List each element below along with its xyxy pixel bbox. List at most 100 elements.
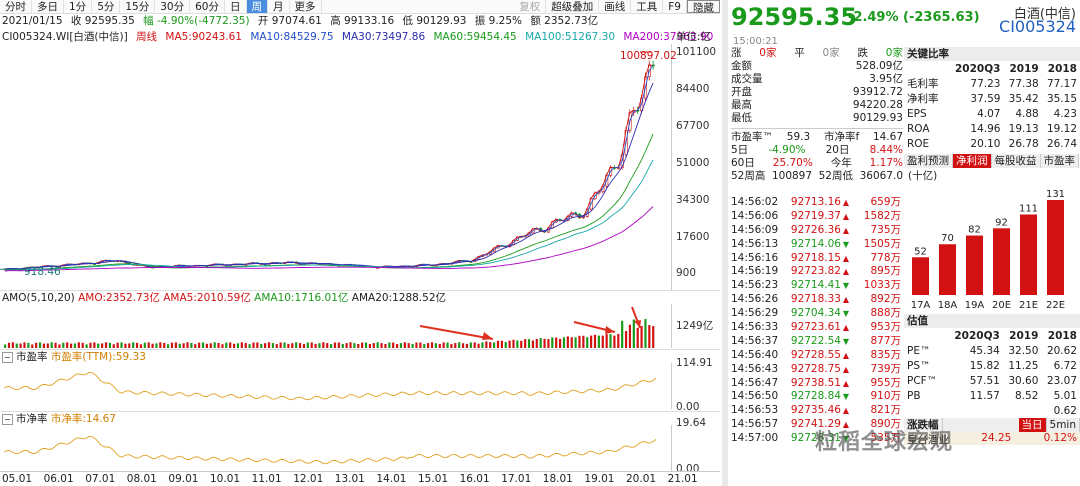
volume-bar bbox=[23, 342, 26, 348]
info-amount: 额 2352.73亿 bbox=[530, 15, 599, 27]
amo-volume-chart[interactable] bbox=[0, 304, 672, 348]
stat-value: 100897 bbox=[771, 169, 813, 182]
price-change: -2.49% (-2365.63) bbox=[848, 10, 980, 25]
tab-5min[interactable]: 5分 bbox=[92, 0, 121, 13]
volume-bar bbox=[582, 335, 585, 348]
tab-5min-board[interactable]: 5min bbox=[1046, 418, 1080, 432]
volume-bar bbox=[283, 342, 286, 348]
volume-bar bbox=[50, 342, 53, 348]
tick-volume: 895万 bbox=[870, 265, 901, 278]
splitter[interactable] bbox=[722, 0, 728, 486]
super-overlay-button[interactable]: 超级叠加 bbox=[546, 0, 600, 13]
tick-volume: 739万 bbox=[870, 362, 901, 375]
volume-bar bbox=[376, 342, 379, 348]
volume-bar bbox=[58, 344, 61, 348]
volume-bar bbox=[411, 343, 414, 348]
volume-bar bbox=[430, 342, 434, 348]
volume-bar bbox=[4, 344, 7, 348]
tick-time: 14:56:50 bbox=[731, 390, 779, 403]
hide-button[interactable]: 隐藏 bbox=[687, 0, 720, 14]
tab-week[interactable]: 周 bbox=[246, 0, 268, 13]
collapse-icon[interactable]: − bbox=[2, 352, 13, 363]
period-tabbar: 分时 多日 1分 5分 15分 30分 60分 日 周 月 更多 复权 超级叠加… bbox=[0, 0, 720, 14]
tab-1min[interactable]: 1分 bbox=[64, 0, 93, 13]
tab-intraday[interactable]: 分时 bbox=[0, 0, 32, 13]
tab-pe[interactable]: 市盈率 bbox=[1040, 154, 1079, 168]
collapse-icon[interactable]: − bbox=[2, 414, 13, 425]
flat-count: 0家 bbox=[822, 47, 840, 59]
restore-right-button[interactable]: 复权 bbox=[514, 0, 547, 13]
pb-chart[interactable] bbox=[0, 425, 672, 471]
profit-value-label: 70 bbox=[941, 233, 954, 244]
volume-bar bbox=[209, 343, 212, 348]
tab-profit-forecast[interactable]: 盈利预测 bbox=[904, 154, 953, 168]
stat-label: 最低 bbox=[731, 112, 752, 125]
ma5-label: MA5:90243.61 bbox=[165, 31, 242, 43]
profit-category-label: 19A bbox=[965, 300, 985, 311]
draw-line-button[interactable]: 画线 bbox=[599, 0, 632, 13]
tick-volume: 1505万 bbox=[863, 237, 901, 250]
table-cell: 19.12 bbox=[1046, 122, 1077, 135]
volume-bar bbox=[139, 344, 143, 348]
tab-30min[interactable]: 30分 bbox=[155, 0, 191, 13]
table-cell: 5.01 bbox=[1053, 389, 1077, 402]
arrow-up-icon: ▲ bbox=[842, 378, 850, 388]
volume-bar bbox=[624, 331, 628, 348]
tab-today[interactable]: 当日 bbox=[1018, 418, 1047, 432]
board-row[interactable]: 皇台酒业 24.25 0.12% bbox=[904, 432, 1080, 446]
tab-multiday[interactable]: 多日 bbox=[32, 0, 64, 13]
volume-bar bbox=[558, 338, 562, 348]
volume-bar bbox=[124, 343, 127, 348]
profit-value-label: 82 bbox=[968, 225, 981, 236]
tab-month[interactable]: 月 bbox=[268, 0, 290, 13]
table-cell: PCF™ bbox=[907, 374, 938, 387]
volume-bar bbox=[322, 342, 325, 348]
volume-bar bbox=[504, 342, 507, 348]
f9-button[interactable]: F9 bbox=[663, 0, 687, 13]
tick-time: 14:56:06 bbox=[731, 209, 779, 222]
volume-bar bbox=[617, 333, 620, 348]
volume-bar bbox=[295, 342, 298, 348]
tick-volume: 659万 bbox=[870, 196, 901, 208]
table-cell: 0.62 bbox=[1053, 404, 1077, 417]
volume-bar bbox=[170, 342, 174, 348]
volume-bar bbox=[368, 343, 372, 348]
volume-bar bbox=[260, 343, 263, 348]
table-row: PCF™ 57.51 30.60 23.07 bbox=[904, 373, 1080, 388]
volume-bar bbox=[291, 343, 294, 348]
arrow-up-icon: ▲ bbox=[842, 406, 850, 416]
volume-bar bbox=[450, 344, 453, 348]
table-cell: 19.13 bbox=[1008, 122, 1039, 135]
info-open: 开 97074.61 bbox=[257, 15, 322, 27]
volume-bar bbox=[566, 336, 569, 348]
volume-bar bbox=[636, 327, 639, 348]
tab-net-profit[interactable]: 净利润 bbox=[953, 154, 992, 168]
tick-row: 14:56:02 92713.16 ▲ 659万 bbox=[731, 196, 903, 210]
volume-bar bbox=[287, 343, 290, 348]
volume-bar bbox=[454, 343, 457, 348]
board-stock-name: 皇台酒业 bbox=[907, 434, 949, 446]
arrow-down-icon: ▼ bbox=[842, 434, 850, 444]
tab-more[interactable]: 更多 bbox=[290, 0, 322, 13]
tick-volume: 890万 bbox=[870, 418, 901, 431]
table-row: 0.62 bbox=[904, 403, 1080, 418]
volume-bar bbox=[613, 335, 616, 348]
pe-chart[interactable] bbox=[0, 363, 672, 409]
tools-button[interactable]: 工具 bbox=[631, 0, 664, 13]
y-tick: 84400 bbox=[676, 83, 710, 95]
pb-bottom-label: 0.00 bbox=[676, 463, 700, 475]
x-tick: 21.01 bbox=[667, 473, 698, 485]
profit-bar bbox=[966, 235, 983, 295]
volume-bar bbox=[174, 342, 177, 348]
stat-value: 25.70% bbox=[772, 156, 813, 169]
tick-row: 14:56:16 92718.15 ▲ 778万 bbox=[731, 252, 903, 266]
tab-eps[interactable]: 每股收益 bbox=[991, 154, 1041, 168]
volume-bar bbox=[539, 338, 542, 348]
tab-60min[interactable]: 60分 bbox=[190, 0, 225, 13]
column-header: 2019 bbox=[1009, 329, 1039, 342]
volume-bar bbox=[229, 342, 232, 348]
main-candle-chart[interactable] bbox=[0, 44, 672, 290]
tab-day[interactable]: 日 bbox=[225, 0, 247, 13]
tab-15min[interactable]: 15分 bbox=[120, 0, 156, 13]
arrow-up-icon: ▲ bbox=[842, 211, 850, 221]
